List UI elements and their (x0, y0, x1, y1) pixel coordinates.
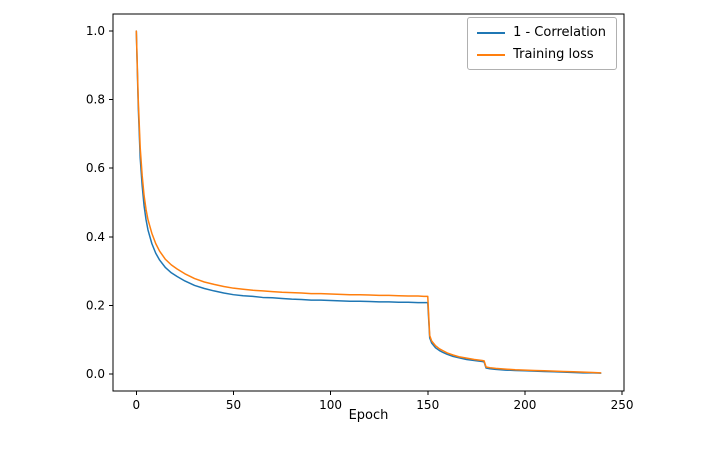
y-tick-label: 0.6 (86, 161, 105, 175)
y-tick-label: 0.0 (86, 367, 105, 381)
legend-line-swatch-correlation (477, 31, 506, 34)
legend: 1 - Correlation Training loss (467, 17, 617, 70)
legend-entry: 1 - Correlation (477, 25, 606, 40)
legend-entry: Training loss (477, 47, 606, 62)
y-tick-label: 0.2 (86, 298, 105, 312)
x-tick-label: 0 (132, 398, 140, 412)
y-tick-label: 0.4 (86, 230, 105, 244)
x-tick-label: 200 (513, 398, 536, 412)
y-tick-label: 0.8 (86, 93, 105, 107)
y-tick-label: 1.0 (86, 24, 105, 38)
legend-label: Training loss (513, 47, 594, 62)
x-tick-label: 100 (319, 398, 342, 412)
axes-spines (112, 13, 625, 392)
x-axis-label: Epoch (348, 408, 389, 423)
x-tick-label: 150 (416, 398, 439, 412)
series-line-0 (135, 30, 602, 374)
series-line-1 (135, 30, 602, 374)
legend-label: 1 - Correlation (513, 25, 606, 40)
x-tick-label: 50 (226, 398, 241, 412)
legend-line-swatch-training-loss (477, 53, 506, 56)
x-tick-label: 250 (611, 398, 634, 412)
